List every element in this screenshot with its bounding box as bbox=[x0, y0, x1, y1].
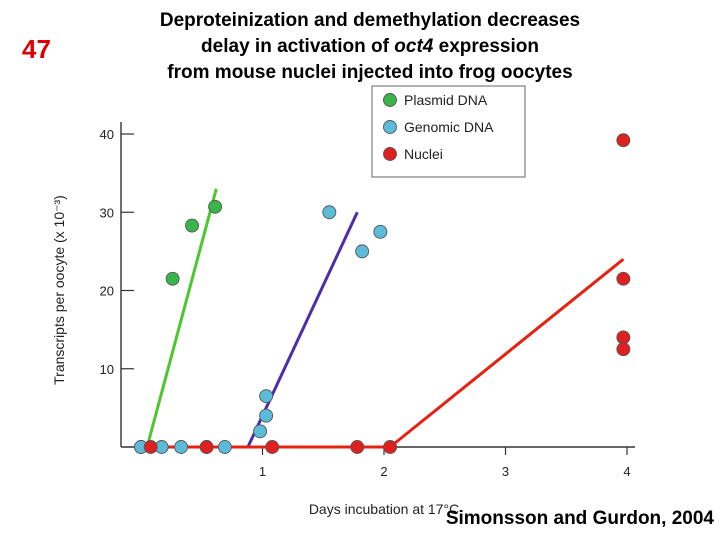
data-point-nuclei bbox=[383, 440, 398, 454]
x-tick-label: 1 bbox=[259, 464, 266, 479]
y-axis-label: Transcripts per oocyte (x 10⁻³) bbox=[51, 195, 67, 385]
data-point-genomic bbox=[174, 440, 189, 454]
legend-label-plasmid: Plasmid DNA bbox=[404, 92, 488, 108]
title-line-2-end: expression bbox=[433, 36, 539, 57]
slide-number: 47 bbox=[22, 34, 51, 64]
y-tick-label: 30 bbox=[100, 205, 114, 220]
chart-axes: 1 2 3 4 10 20 30 40 Days incubation at 17°C Trans… bbox=[51, 122, 635, 517]
citation: Simonsson and Gurdon, 2004 bbox=[445, 508, 714, 529]
data-point-genomic bbox=[259, 408, 274, 423]
data-point-genomic bbox=[259, 389, 274, 404]
title-line-1: Deproteinization and demethylation decre… bbox=[159, 10, 581, 31]
slide-title: Deproteinization and demethylation decre… bbox=[70, 8, 670, 86]
x-tick-label: 2 bbox=[380, 464, 387, 479]
x-tick-label: 4 bbox=[623, 464, 630, 479]
y-tick-label: 20 bbox=[100, 284, 114, 299]
trend-line-plasmid bbox=[145, 188, 218, 448]
data-point-nuclei bbox=[616, 342, 631, 357]
data-point-plasmid bbox=[208, 199, 223, 214]
data-point-nuclei bbox=[350, 440, 365, 454]
y-tick-label: 40 bbox=[100, 127, 114, 142]
data-point-plasmid bbox=[185, 218, 199, 233]
data-point-genomic bbox=[355, 244, 370, 259]
data-points bbox=[134, 133, 631, 454]
y-tick-label: 10 bbox=[100, 362, 114, 377]
legend-label-genomic: Genomic DNA bbox=[404, 119, 494, 135]
legend-marker-plasmid bbox=[383, 93, 397, 107]
data-point-genomic bbox=[217, 440, 232, 454]
data-point-nuclei bbox=[265, 440, 280, 454]
data-point-genomic bbox=[253, 424, 268, 439]
data-point-genomic bbox=[373, 224, 388, 239]
data-point-nuclei bbox=[199, 440, 214, 454]
legend-label-nuclei: Nuclei bbox=[404, 146, 443, 162]
trend-line-genomic bbox=[141, 211, 359, 449]
legend-marker-genomic bbox=[383, 120, 397, 134]
gene-name: oct4 bbox=[394, 36, 434, 57]
trend-line-nuclei bbox=[141, 258, 625, 449]
title-line-3: from mouse nuclei injected into frog ooc… bbox=[167, 62, 573, 83]
x-axis-label: Days incubation at 17°C bbox=[309, 501, 459, 517]
data-point-nuclei bbox=[616, 271, 631, 286]
legend-marker-nuclei bbox=[383, 147, 397, 161]
chart-legend: Plasmid DNA Genomic DNA Nuclei bbox=[371, 85, 526, 178]
title-line-2-start: delay in activation of bbox=[201, 36, 395, 57]
data-point-genomic bbox=[322, 205, 337, 220]
data-point-plasmid bbox=[165, 271, 180, 286]
x-tick-label: 3 bbox=[502, 464, 509, 479]
title-line-2: delay in activation of oct4 expression bbox=[70, 34, 670, 60]
data-point-nuclei bbox=[616, 133, 631, 148]
data-point-nuclei bbox=[143, 440, 158, 454]
data-point-nuclei bbox=[616, 330, 631, 345]
legend-box bbox=[371, 85, 526, 178]
